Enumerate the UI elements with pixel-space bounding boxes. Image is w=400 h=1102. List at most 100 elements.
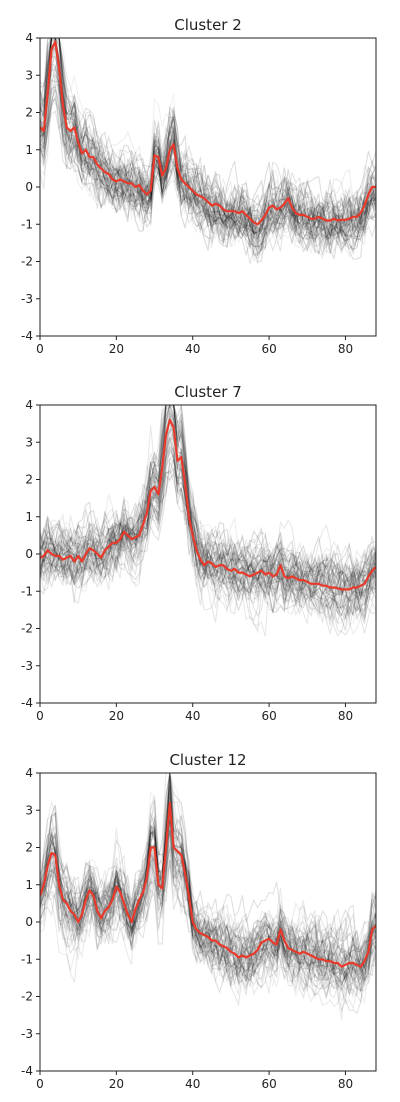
chart-title: Cluster 2 <box>174 16 242 34</box>
member-trace <box>40 853 376 977</box>
member-trace <box>40 773 376 1015</box>
member-trace <box>40 405 376 596</box>
member-trace <box>40 790 376 974</box>
member-trace <box>40 844 376 985</box>
y-tick-label: 3 <box>25 803 33 817</box>
member-trace <box>40 475 376 576</box>
member-trace <box>40 429 376 587</box>
member-trace <box>40 405 376 637</box>
member-trace <box>40 38 376 236</box>
member-traces <box>40 405 376 637</box>
member-trace <box>40 820 376 970</box>
y-tick-label: 4 <box>25 31 33 45</box>
y-tick-label: -1 <box>21 952 33 966</box>
member-trace <box>40 72 376 248</box>
member-trace <box>40 38 376 240</box>
member-trace <box>40 90 376 251</box>
member-trace <box>40 54 376 247</box>
y-tick-label: -2 <box>21 622 33 636</box>
y-tick-label: 2 <box>25 473 33 487</box>
member-trace <box>40 458 376 582</box>
y-tick-label: 0 <box>25 915 33 929</box>
member-trace <box>40 453 376 620</box>
member-trace <box>40 38 376 218</box>
chart-title: Cluster 12 <box>169 751 246 769</box>
member-trace <box>40 38 376 250</box>
member-trace <box>40 405 376 612</box>
member-trace <box>40 840 376 972</box>
member-trace <box>40 817 376 954</box>
member-trace <box>40 405 376 604</box>
member-trace <box>40 86 376 227</box>
x-tick-label: 20 <box>109 342 124 356</box>
member-trace <box>40 778 376 997</box>
member-trace <box>40 437 376 586</box>
member-trace <box>40 410 376 599</box>
member-trace <box>40 408 376 596</box>
member-trace <box>40 38 376 259</box>
member-trace <box>40 446 376 602</box>
member-trace <box>40 405 376 617</box>
member-trace <box>40 816 376 981</box>
y-tick-label: 0 <box>25 180 33 194</box>
y-tick-label: -3 <box>21 292 33 306</box>
member-trace <box>40 38 376 254</box>
x-tick-label: 60 <box>261 1077 276 1091</box>
x-tick-label: 80 <box>338 342 353 356</box>
member-trace <box>40 817 376 959</box>
y-tick-label: 0 <box>25 547 33 561</box>
member-trace <box>40 829 376 980</box>
member-trace <box>40 405 376 621</box>
member-trace <box>40 830 376 986</box>
member-trace <box>40 796 376 987</box>
x-tick-label: 0 <box>36 342 44 356</box>
member-trace <box>40 405 376 635</box>
member-trace <box>40 84 376 247</box>
member-trace <box>40 62 376 238</box>
x-tick-label: 0 <box>36 1077 44 1091</box>
member-trace <box>40 445 376 578</box>
member-trace <box>40 786 376 986</box>
y-tick-label: -3 <box>21 1027 33 1041</box>
member-trace <box>40 96 376 242</box>
member-trace <box>40 413 376 622</box>
y-tick-label: 4 <box>25 766 33 780</box>
member-trace <box>40 38 376 252</box>
member-trace <box>40 436 376 599</box>
member-trace <box>40 459 376 604</box>
member-trace <box>40 420 376 618</box>
member-trace <box>40 831 376 973</box>
y-tick-label: 1 <box>25 878 33 892</box>
member-trace <box>40 832 376 962</box>
member-trace <box>40 793 376 981</box>
member-trace <box>40 786 376 973</box>
member-trace <box>40 98 376 223</box>
member-trace <box>40 405 376 634</box>
member-trace <box>40 405 376 617</box>
member-trace <box>40 814 376 983</box>
member-trace <box>40 405 376 619</box>
member-trace <box>40 38 376 255</box>
x-tick-label: 0 <box>36 709 44 723</box>
member-trace <box>40 38 376 246</box>
member-trace <box>40 38 376 266</box>
member-trace <box>40 40 376 251</box>
member-trace <box>40 448 376 589</box>
member-trace <box>40 405 376 603</box>
member-trace <box>40 47 376 250</box>
member-trace <box>40 788 376 996</box>
y-tick-label: 4 <box>25 398 33 412</box>
member-trace <box>40 467 376 587</box>
member-trace <box>40 38 376 239</box>
x-tick-label: 20 <box>109 709 124 723</box>
member-trace <box>40 821 376 977</box>
y-tick-label: -2 <box>21 990 33 1004</box>
y-tick-label: -2 <box>21 255 33 269</box>
member-trace <box>40 46 376 263</box>
member-trace <box>40 38 376 261</box>
y-tick-label: 1 <box>25 143 33 157</box>
member-trace <box>40 38 376 257</box>
member-trace <box>40 421 376 601</box>
